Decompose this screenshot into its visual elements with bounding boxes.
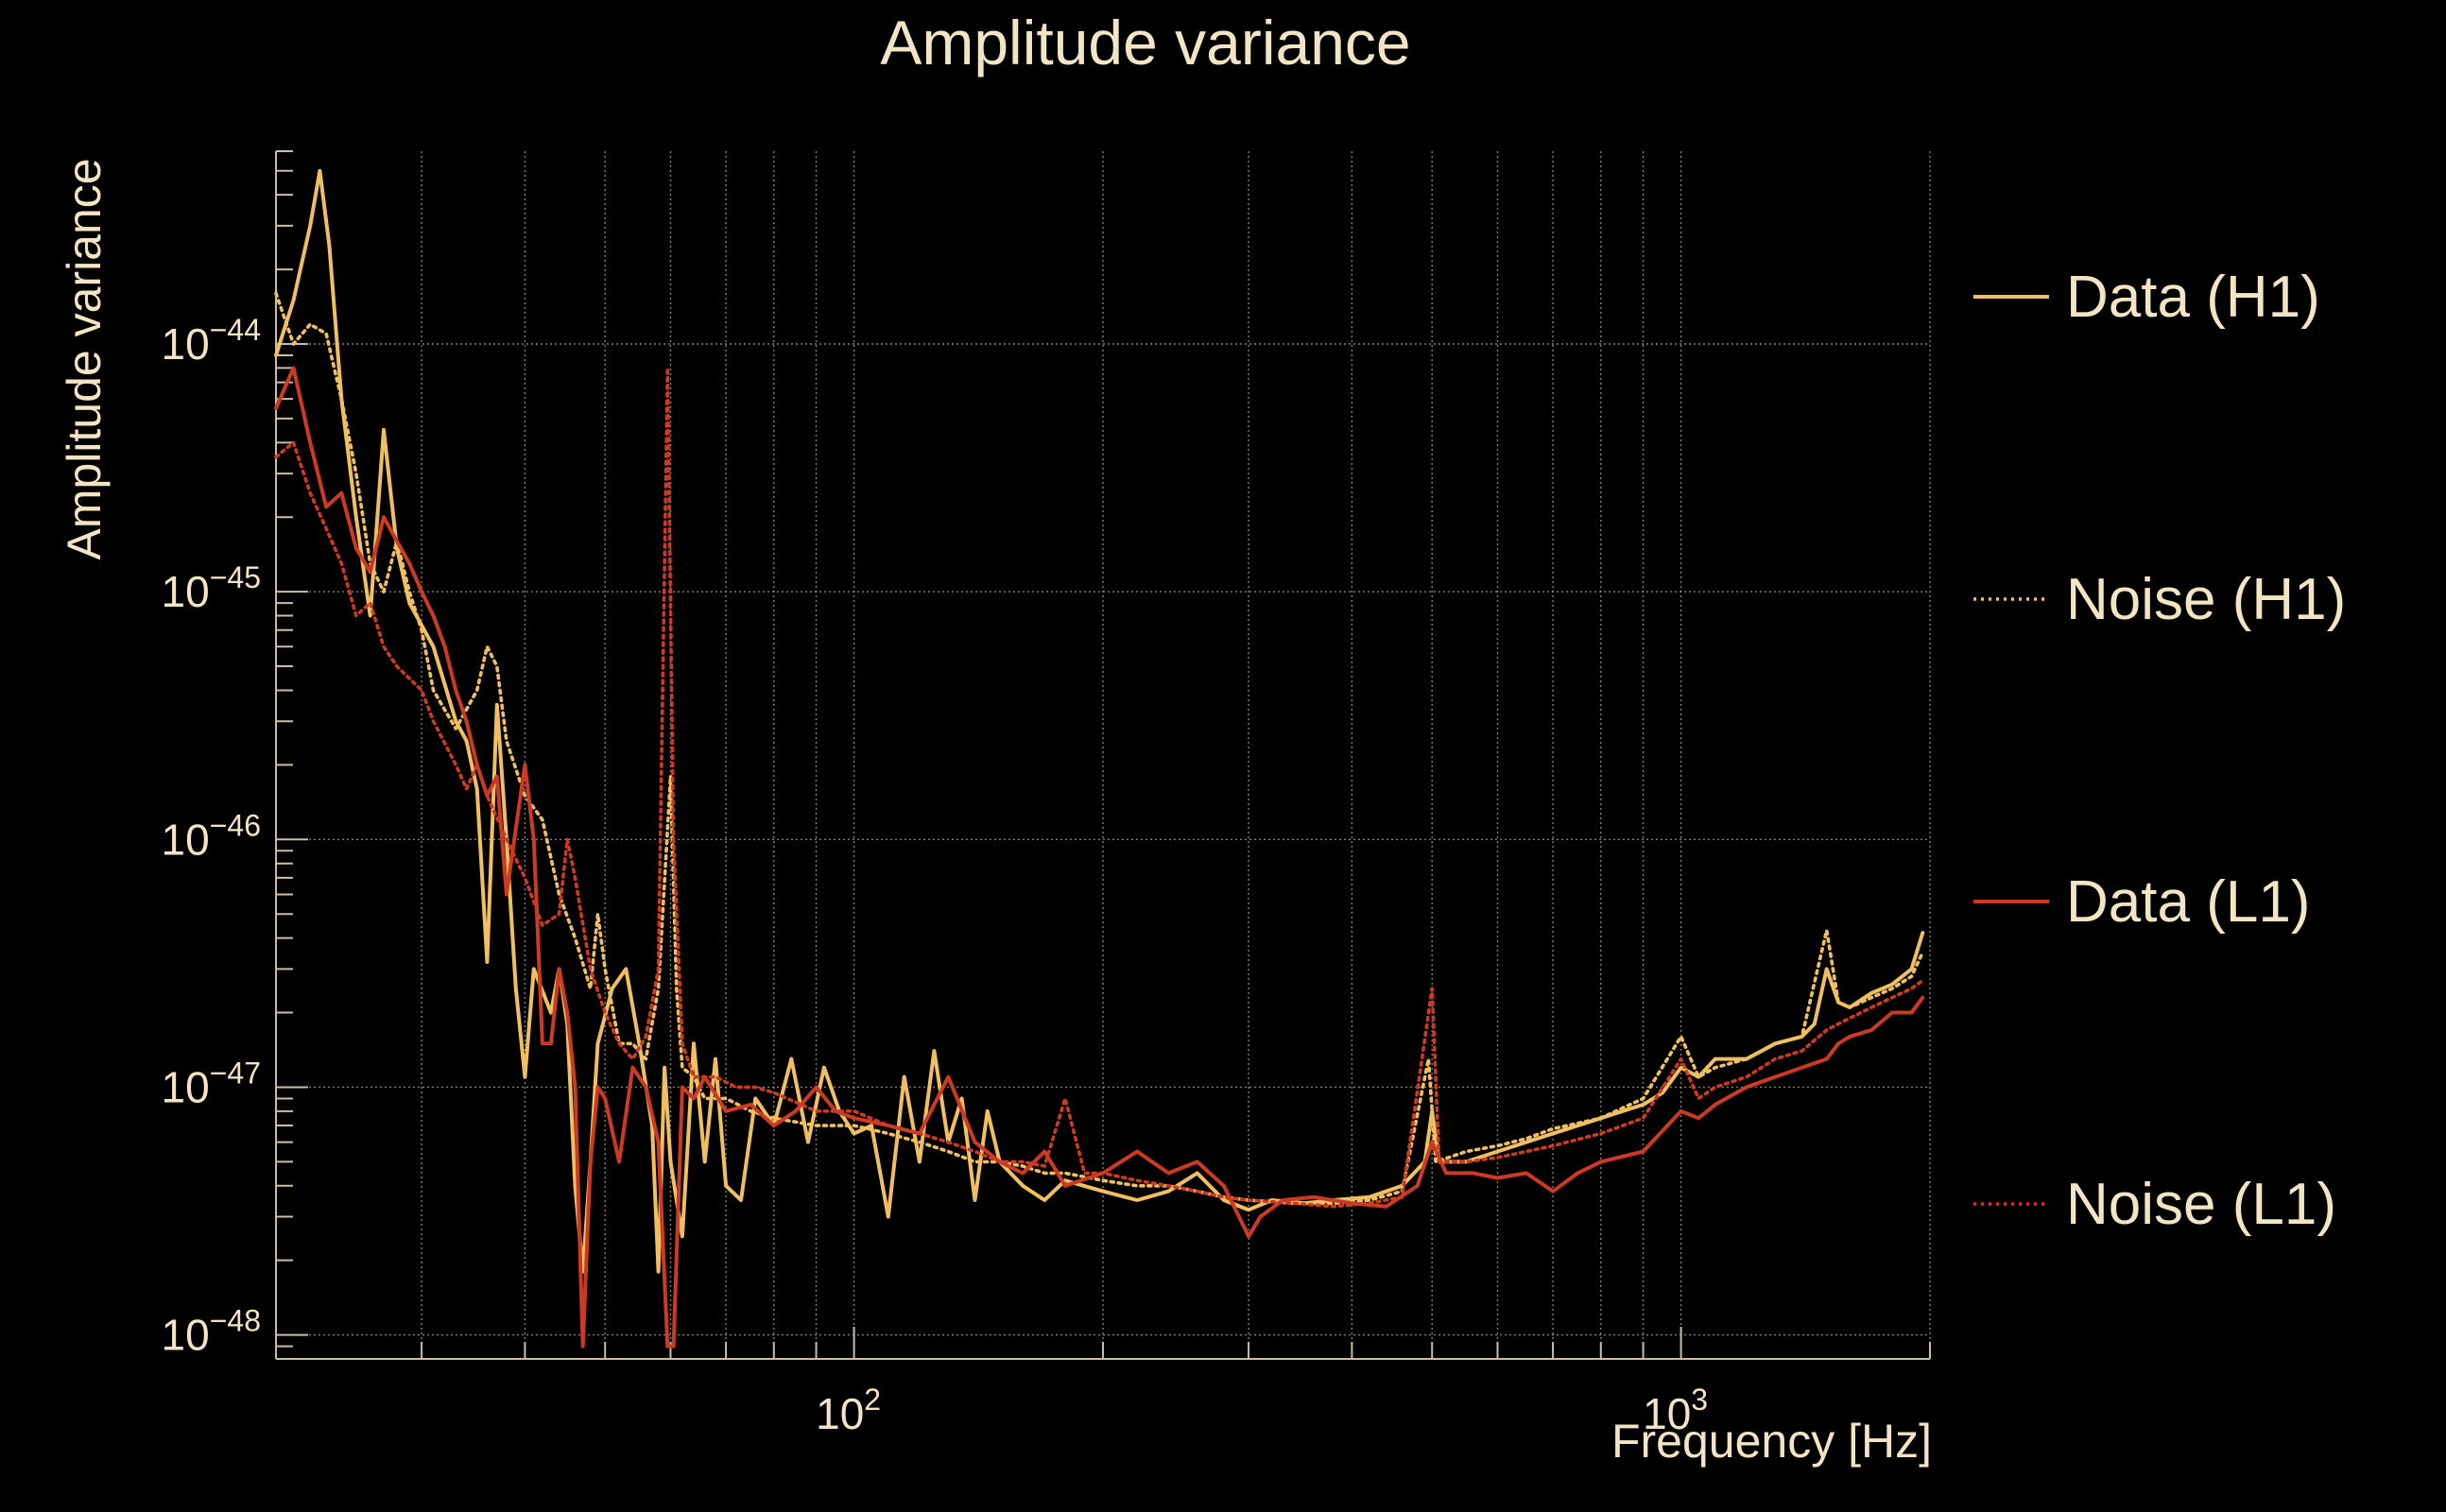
legend-item: Data (L1)	[1973, 869, 2310, 935]
legend-label: Noise (H1)	[2066, 567, 2346, 632]
legend: Data (H1) Noise (H1) Data (L1) Noise (L1)	[1973, 265, 2346, 1237]
chart-title: Amplitude variance	[880, 8, 1410, 77]
x-tick-label: 103	[1643, 1383, 1708, 1438]
legend-item: Noise (L1)	[1973, 1172, 2336, 1237]
y-tick-label: 10−45	[162, 560, 261, 616]
plot-area	[274, 168, 1925, 1349]
series-line-data-h1	[274, 168, 1925, 1274]
y-tick-label: 10−44	[162, 313, 261, 369]
legend-item: Data (H1)	[1973, 265, 2320, 330]
x-tick-label: 102	[816, 1383, 881, 1438]
legend-label: Data (L1)	[2066, 869, 2310, 935]
y-tick-label: 10−47	[162, 1056, 261, 1111]
series-line-noise-l1	[274, 366, 1925, 1209]
tick-labels: 102 103 10−44 10−45 10−46 10−47 10−48	[162, 313, 1709, 1438]
y-axis-label: Amplitude variance	[58, 158, 111, 559]
y-tick-label: 10−46	[162, 808, 261, 864]
x-axis-label: Frequency [Hz]	[1611, 1415, 1932, 1468]
legend-item: Noise (H1)	[1973, 567, 2346, 632]
legend-label: Noise (L1)	[2066, 1172, 2336, 1237]
series-line-noise-h1	[274, 291, 1925, 1206]
legend-label: Data (H1)	[2066, 265, 2320, 330]
series-line-data-l1	[274, 366, 1925, 1349]
y-tick-label: 10−48	[162, 1304, 261, 1360]
tick-marks	[275, 150, 1931, 1360]
